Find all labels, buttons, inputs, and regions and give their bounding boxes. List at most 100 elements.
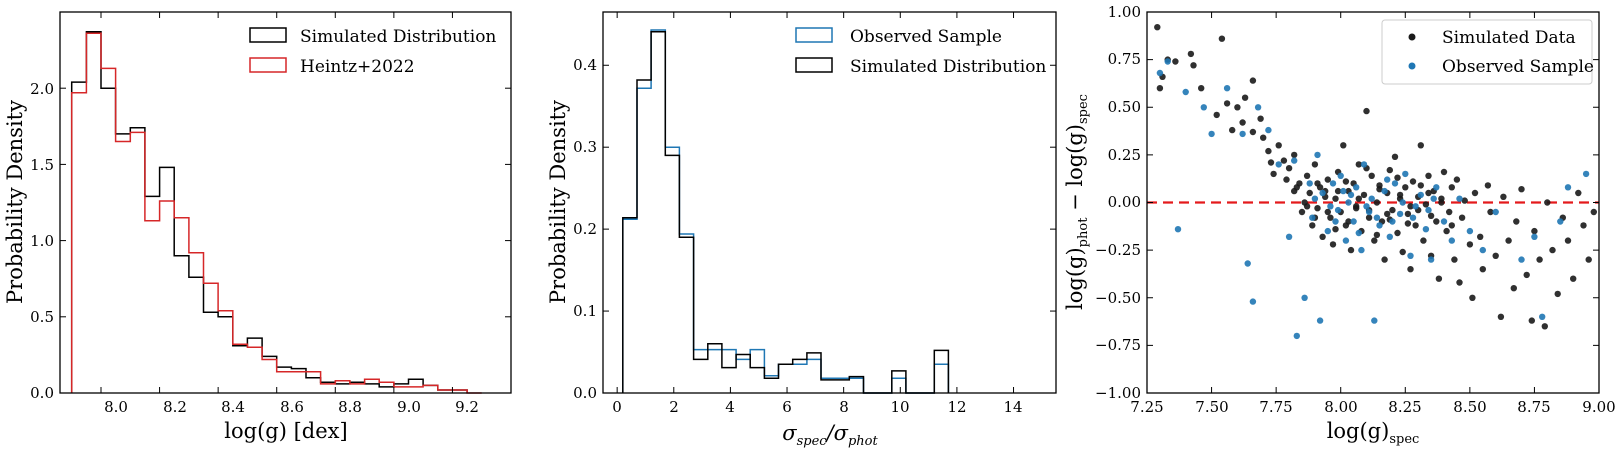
x-axis-label-sub-phot: phot — [848, 434, 879, 449]
simulated-data-point — [1156, 85, 1164, 92]
y-tick-label: 0.3 — [573, 138, 597, 156]
simulated-data-point — [1371, 237, 1378, 244]
observed-sample-point — [1531, 233, 1538, 240]
legend-swatch-simulated-distribution — [795, 57, 833, 73]
points-simulated-data — [1154, 24, 1598, 330]
observed-sample-point — [1353, 184, 1360, 191]
simulated-data-point — [1213, 111, 1220, 119]
observed-sample-point — [1316, 317, 1324, 324]
heintz2022-outline — [70, 32, 482, 394]
simulated-data-point — [1319, 233, 1326, 240]
simulated-data-point — [1479, 266, 1487, 273]
observed-sample-point — [1376, 222, 1383, 229]
simulated-data-point — [1172, 58, 1179, 65]
observed-sample-point — [1285, 233, 1293, 240]
observed-sample-point — [1265, 126, 1272, 134]
simulated-data-point — [1360, 191, 1368, 199]
simulated-data-point — [1477, 233, 1484, 240]
x-tick-label: 7.25 — [1130, 398, 1163, 416]
y-tick-label: 1.5 — [30, 156, 54, 174]
y-tick-label: 1.00 — [1108, 3, 1141, 21]
observed-sample-point — [1368, 195, 1375, 202]
simulated-data-point — [1314, 180, 1321, 187]
simulated-data-point — [1448, 222, 1456, 229]
observed-sample-point — [1314, 151, 1321, 159]
simulated-data-point — [1404, 220, 1412, 227]
simulated-data-point — [1409, 178, 1417, 185]
simulated-data-point — [1404, 210, 1412, 218]
y-tick-label: 2.0 — [30, 80, 54, 98]
observed-sample-point — [1174, 226, 1182, 233]
simulated-data-point — [1334, 187, 1342, 195]
simulated-data-point — [1528, 317, 1536, 324]
simulated-data-point — [1417, 182, 1425, 189]
observed-sample-point — [1407, 252, 1414, 259]
simulated-data-point — [1303, 203, 1311, 210]
simulated-data-point — [1458, 214, 1466, 221]
y-tick-label: 0.1 — [573, 302, 597, 320]
simulated-data-point — [1456, 279, 1463, 286]
simulated-data-point — [1376, 186, 1383, 193]
simulated-data-point — [1373, 231, 1381, 239]
simulated-data-point — [1438, 199, 1445, 206]
bars-simulated-distribution — [622, 30, 950, 394]
y-tick-label: 0.00 — [1108, 193, 1141, 211]
simulated-data-point — [1267, 159, 1275, 166]
simulated-data-point — [1283, 176, 1290, 183]
observed-sample-point — [1402, 170, 1409, 178]
x-tick-label: 2 — [669, 398, 679, 416]
simulated-data-point — [1435, 275, 1443, 282]
points-observed-sample — [1156, 58, 1590, 340]
simulated-data-point — [1365, 214, 1373, 221]
x-axis-label: log(g)spec — [1327, 419, 1420, 447]
simulated-data-point — [1510, 285, 1518, 292]
simulated-data-point — [1389, 206, 1396, 214]
tick-marks — [60, 12, 511, 394]
observed-sample-point — [1427, 256, 1435, 263]
x-tick-label: 8 — [839, 398, 849, 416]
simulated-data-point — [1187, 50, 1195, 58]
x-tick-label: 6 — [782, 398, 792, 416]
simulated-data-point — [1492, 252, 1499, 259]
observed-sample-point — [1381, 187, 1388, 195]
simulated-data-point — [1427, 212, 1435, 219]
simulated-data-point — [1554, 290, 1561, 298]
bars-heintz2022 — [70, 32, 482, 394]
legend-marker-observed-sample — [1408, 62, 1416, 70]
x-tick-label: 9.2 — [455, 398, 479, 416]
simulated-data-point — [1453, 176, 1461, 183]
simulated-data-point — [1420, 237, 1427, 244]
y-axis-label: Probability Density — [546, 100, 570, 304]
legend-label-observed-sample: Observed Sample — [850, 27, 1002, 47]
y-tick-label: −0.25 — [1095, 241, 1141, 259]
observed-sample-point — [1332, 218, 1339, 225]
observed-sample-point — [1371, 317, 1378, 324]
observed-sample-point — [1182, 88, 1189, 96]
observed-sample-point — [1425, 206, 1432, 214]
x-axis-label-sub: spec — [1389, 432, 1419, 447]
simulated-data-point — [1154, 24, 1161, 31]
observed-sample-point — [1342, 237, 1350, 244]
x-tick-label: 9.0 — [397, 398, 421, 416]
simulated-data-point — [1342, 178, 1350, 185]
x-tick-label: 12 — [947, 398, 966, 416]
observed-sample-point — [1355, 229, 1363, 237]
simulated-data-point — [1249, 128, 1257, 136]
simulated-data-point — [1484, 182, 1492, 189]
observed-sample-point — [1422, 226, 1430, 233]
simulated-data-point — [1513, 218, 1520, 225]
legend-frame — [1381, 19, 1593, 85]
y-axis-label-main1: log(g) — [1063, 247, 1087, 310]
simulated-data-point — [1280, 157, 1288, 164]
x-tick-label: 4 — [725, 398, 735, 416]
simulated-data-point — [1332, 195, 1339, 202]
simulated-data-point — [1544, 199, 1551, 206]
chart-panel-sigma-ratio: 0 2 4 6 8 10 12 14 0.0 0.1 0.2 0.3 0.4 σ… — [546, 11, 1057, 449]
simulated-data-point — [1198, 85, 1205, 92]
simulated-data-point — [1396, 191, 1404, 199]
x-tick-label: 8.4 — [221, 398, 245, 416]
tick-marks — [1146, 11, 1600, 394]
simulated-data-point — [1293, 184, 1301, 191]
observed-sample-point — [1440, 218, 1448, 225]
y-tick-label: 0.5 — [30, 308, 54, 326]
